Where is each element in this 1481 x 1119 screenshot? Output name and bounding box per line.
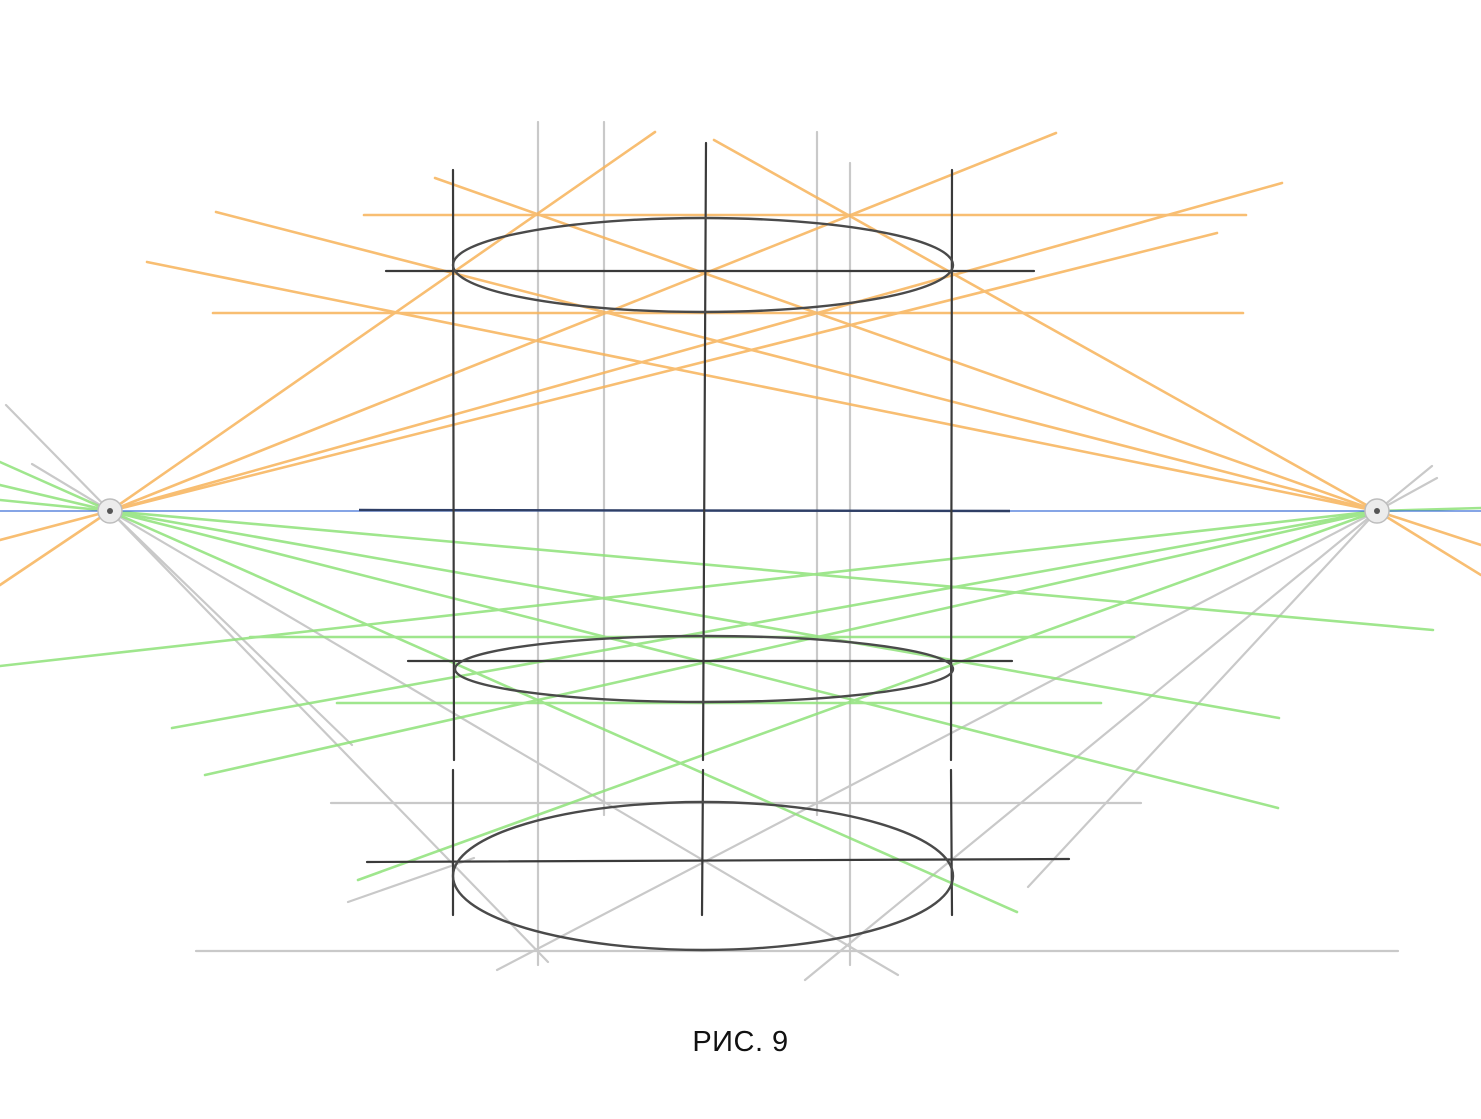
vanishing-point-right xyxy=(1364,498,1390,524)
green-guide-lines xyxy=(0,460,1481,914)
cylinder-ellipses xyxy=(451,216,955,952)
ellipse-axis-lines xyxy=(365,269,1071,864)
dark-vertical-lines xyxy=(451,141,954,917)
bottom-ellipse xyxy=(451,800,955,952)
orange-guide-lines xyxy=(0,130,1481,587)
gray-construction-lines xyxy=(4,120,1439,982)
top-ellipse xyxy=(451,216,955,314)
middle-ellipse xyxy=(453,634,955,704)
horizon-segment xyxy=(358,508,1011,513)
figure-caption: РИС. 9 xyxy=(692,1026,789,1058)
vanishing-point-left xyxy=(97,498,123,524)
